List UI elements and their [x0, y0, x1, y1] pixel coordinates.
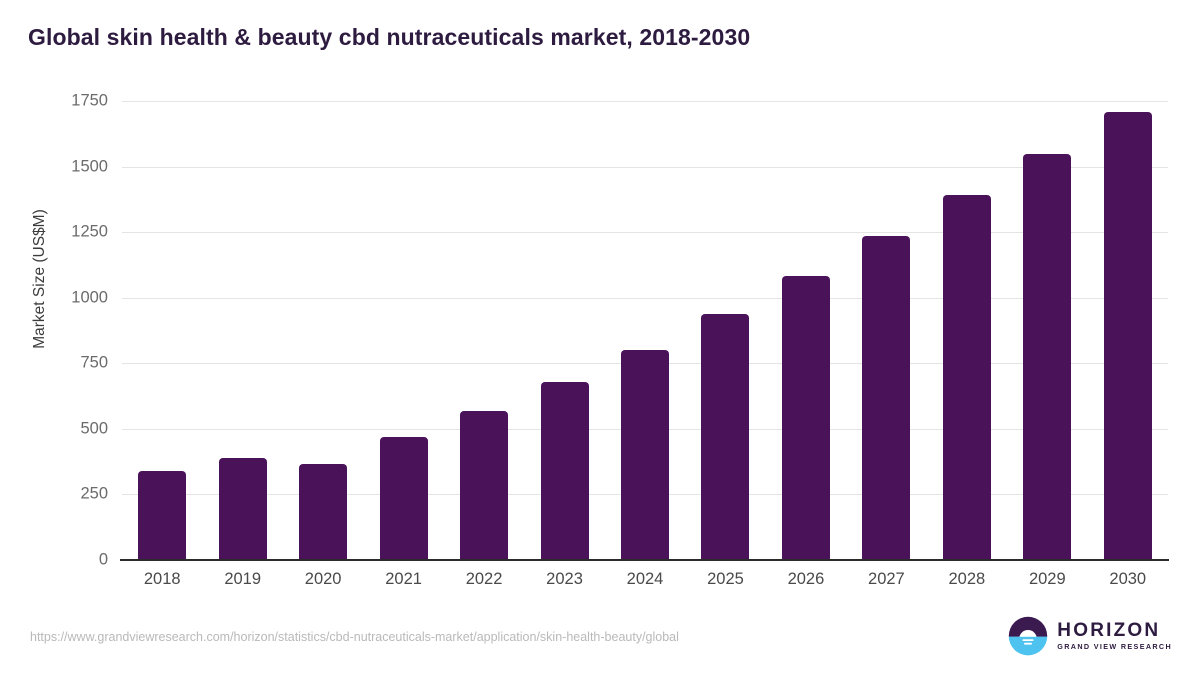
- y-tick-label: 1500: [71, 157, 108, 176]
- bar-2026[interactable]: [781, 275, 830, 560]
- bar-2023[interactable]: [540, 381, 589, 560]
- x-tick-label: 2025: [707, 570, 744, 588]
- x-tick-label: 2028: [948, 570, 986, 588]
- x-tick-label: 2022: [465, 570, 503, 588]
- bar-2022[interactable]: [460, 410, 509, 560]
- bar-2021[interactable]: [379, 436, 428, 560]
- bar-2018[interactable]: [138, 470, 187, 560]
- x-tick-label: 2024: [626, 570, 664, 588]
- page-title: Global skin health & beauty cbd nutraceu…: [28, 24, 751, 50]
- brand-logo: HORIZON GRAND VIEW RESEARCH: [1008, 616, 1172, 656]
- logo-name: HORIZON: [1057, 620, 1161, 642]
- gridline-1250: [122, 232, 1168, 234]
- sunset-circle-icon: [1009, 616, 1048, 656]
- x-tick-label: 2027: [868, 570, 905, 588]
- x-tick-label: 2021: [385, 570, 422, 588]
- x-tick-label: 2019: [224, 570, 262, 588]
- bar-2027[interactable]: [862, 236, 911, 560]
- y-tick-label: 1000: [71, 288, 108, 307]
- bar-series: [122, 101, 1168, 560]
- gridline-1750: [122, 101, 1168, 102]
- bar-2024[interactable]: [621, 350, 669, 560]
- bar-2030[interactable]: [1103, 112, 1152, 560]
- bar-2019[interactable]: [218, 457, 267, 560]
- bar-2020[interactable]: [299, 464, 348, 560]
- x-tick-label: 2018: [143, 570, 181, 588]
- x-axis-line: [120, 559, 1169, 561]
- x-tick-label: 2023: [546, 570, 583, 588]
- y-tick-label: 1750: [71, 91, 108, 110]
- logo-text-block: HORIZON GRAND VIEW RESEARCH: [1057, 621, 1172, 650]
- y-tick-label: 500: [80, 419, 108, 438]
- gridline-1500: [122, 166, 1168, 168]
- bar-2025[interactable]: [701, 313, 750, 560]
- x-axis-ticks: 2018 2019 2020 2021 2022 2023 2024 2025 2026 2027…: [122, 570, 1168, 600]
- bar-2029[interactable]: [1023, 153, 1072, 560]
- x-tick-label: 2029: [1028, 570, 1066, 588]
- y-tick-label: 750: [80, 353, 108, 372]
- bar-2028[interactable]: [942, 195, 991, 560]
- gridline-1000: [122, 297, 1168, 299]
- y-tick-label: 1250: [71, 222, 108, 241]
- y-tick-label: 250: [80, 484, 108, 503]
- x-tick-label: 2030: [1109, 570, 1147, 588]
- y-axis-ticks: 0 250 500 750 1000 1250 1500 1750: [0, 0, 108, 675]
- x-tick-label: 2026: [787, 570, 825, 588]
- x-tick-label: 2020: [304, 570, 342, 588]
- y-tick-label: 0: [98, 550, 108, 569]
- source-url-link[interactable]: https://www.grandviewresearch.com/horizo…: [30, 630, 679, 644]
- logo-tagline: GRAND VIEW RESEARCH: [1057, 642, 1172, 652]
